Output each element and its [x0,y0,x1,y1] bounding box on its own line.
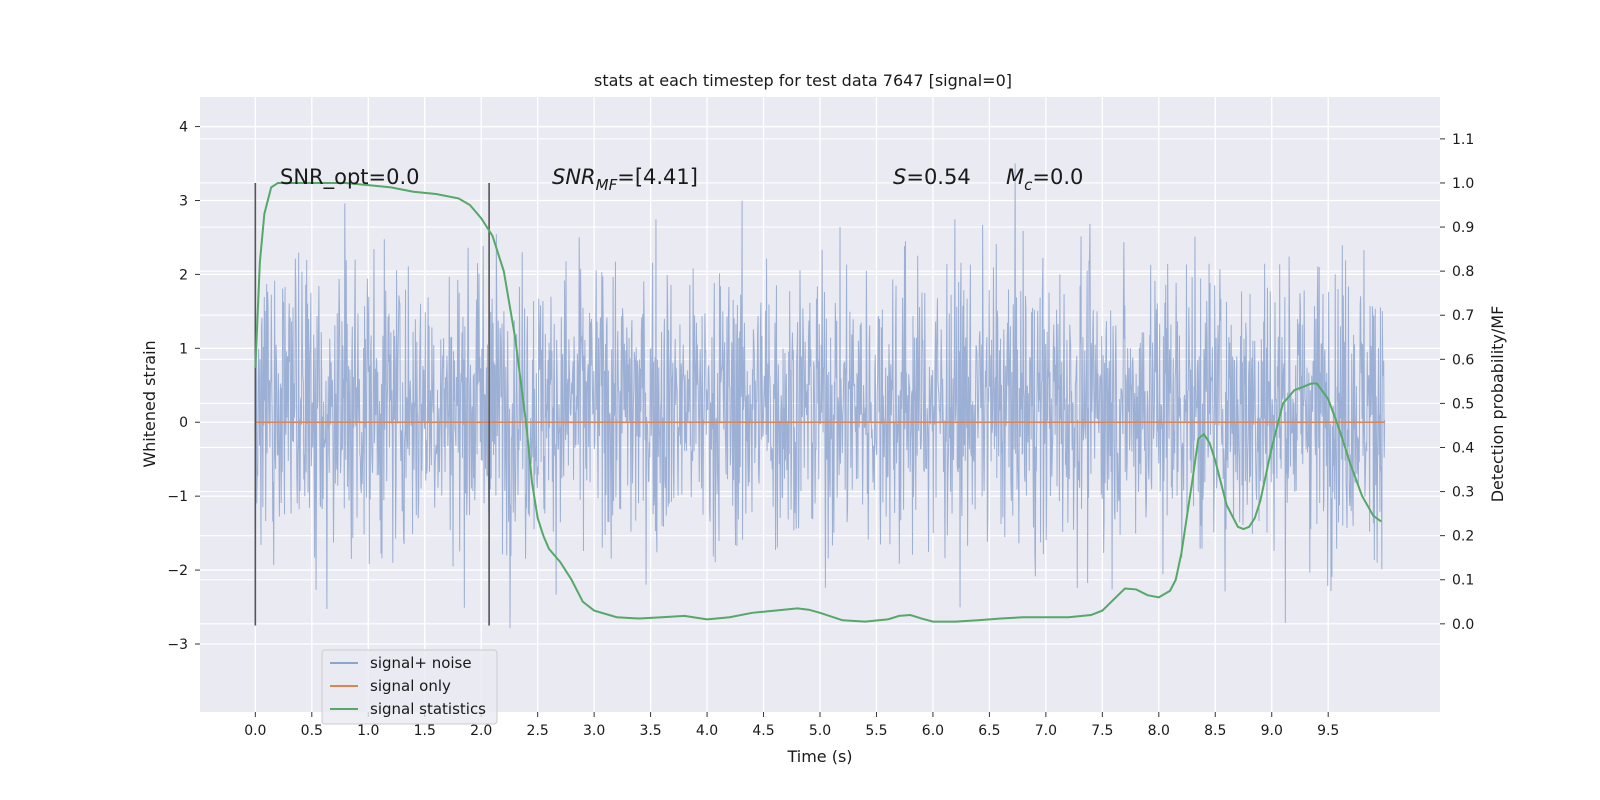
annotation-snr-opt: SNR_opt=0.0 [280,165,420,190]
legend-label-signal-only: signal only [370,677,451,695]
annotation-snr-mf-value: =[4.41] [617,165,698,189]
x-tick-label: 3.5 [639,723,661,739]
y-tick-label: 4 [179,120,188,136]
y-right-tick-label: 1.0 [1452,176,1474,192]
x-tick-label: 5.5 [865,723,887,739]
y-right-tick-label: 1.1 [1452,132,1474,148]
y-tick-label: 0 [179,415,188,431]
y-right-tick-label: 0.8 [1452,264,1474,280]
legend-label-signal-noise: signal+ noise [370,654,472,672]
x-axis-label: Time (s) [786,747,852,766]
noise-trace [254,163,1386,629]
annotation-mc-sub: c [1024,176,1033,194]
y-right-tick-label: 0.5 [1452,396,1474,412]
annotation-snr-mf-sub: MF [596,176,618,194]
x-tick-label: 0.5 [301,723,323,739]
x-tick-label: 3.0 [583,723,605,739]
y-tick-label: −2 [167,563,188,579]
annotation-s: S=0.54 [893,165,971,189]
x-tick-label: 7.0 [1035,723,1057,739]
y-axis-ticks-left: −3 −2 −1 0 1 2 3 4 [167,120,200,653]
y-right-tick-label: 0.0 [1452,617,1474,633]
annotation-snr-mf: SNRMF=[4.41] [552,165,698,194]
signal-statistics-series [254,181,1382,623]
x-tick-label: 4.5 [752,723,774,739]
x-tick-label: 6.0 [922,723,944,739]
legend-label-signal-statistics: signal statistics [370,700,486,718]
chart-title: stats at each timestep for test data 764… [594,71,1012,90]
annotation-snr-mf-label: SNR [552,165,596,189]
legend: signal+ noise signal only signal statist… [321,649,498,725]
y-axis-label-right: Detection probability/MF [1488,306,1507,503]
y-right-tick-label: 0.9 [1452,220,1474,236]
y-right-tick-label: 0.7 [1452,308,1474,324]
x-tick-label: 2.5 [527,723,549,739]
y-right-tick-label: 0.1 [1452,573,1474,589]
x-tick-label: 5.0 [809,723,831,739]
annotation-mc-label: M [1006,165,1024,189]
y-tick-label: −1 [167,489,188,505]
x-tick-label: 0.0 [244,723,266,739]
signal-noise-series [254,163,1386,629]
x-tick-label: 2.0 [470,723,492,739]
x-tick-label: 4.0 [696,723,718,739]
y-right-tick-label: 0.3 [1452,485,1474,501]
y-right-tick-label: 0.2 [1452,529,1474,545]
y-tick-label: 2 [179,267,188,283]
x-tick-label: 7.5 [1091,723,1113,739]
annotation-mc-value: =0.0 [1032,165,1083,189]
x-tick-label: 9.5 [1317,723,1339,739]
y-tick-label: 1 [179,341,188,357]
y-right-tick-label: 0.6 [1452,352,1474,368]
y-tick-label: 3 [179,193,188,209]
y-axis-ticks-right: 0.0 0.1 0.2 0.3 0.4 0.5 0.6 0.7 0.8 0.9 1.0 1.1 [1440,132,1474,633]
x-axis-ticks: 0.0 0.5 1.0 1.5 2.0 2.5 3.0 3.5 4.0 4.5 5.0 5.5 6.0 6… [244,712,1339,739]
annotation-s-label: S [893,165,906,189]
x-tick-label: 6.5 [978,723,1000,739]
x-tick-label: 9.0 [1261,723,1283,739]
chart-annotations: SNR_opt=0.0 SNRMF=[4.41] S=0.54 Mc=0.0 [280,165,1083,194]
annotation-s-value: =0.54 [906,165,970,189]
x-tick-label: 8.5 [1204,723,1226,739]
legend-box [321,649,498,725]
x-tick-label: 8.0 [1148,723,1170,739]
y-tick-label: −3 [167,637,188,653]
window-markers [254,182,490,626]
y-right-tick-label: 0.4 [1452,440,1474,456]
x-tick-label: 1.5 [414,723,436,739]
annotation-mc: Mc=0.0 [1006,165,1083,194]
y-axis-label-left: Whitened strain [140,340,159,467]
x-tick-label: 1.0 [357,723,379,739]
